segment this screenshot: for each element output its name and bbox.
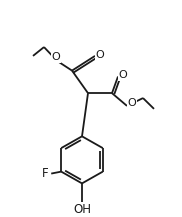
Text: O: O	[128, 98, 136, 108]
Text: OH: OH	[73, 203, 91, 216]
Text: O: O	[119, 69, 127, 80]
Text: O: O	[96, 50, 104, 60]
Text: F: F	[42, 167, 49, 180]
Text: O: O	[52, 52, 60, 62]
